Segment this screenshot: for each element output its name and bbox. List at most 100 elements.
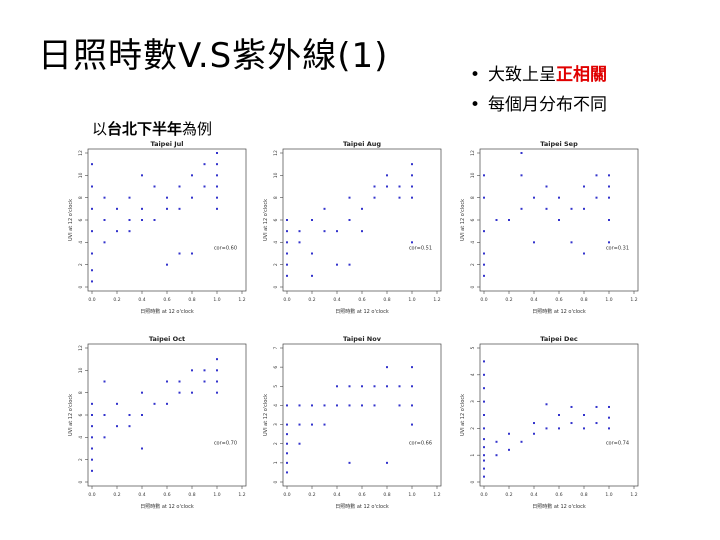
x-axis-label: 日照時數 at 12 o'clock [335,503,389,510]
data-point [166,207,168,210]
data-point [608,405,610,408]
data-point [483,230,485,233]
y-tick-label: 6 [78,218,84,221]
data-point [558,196,560,199]
data-point [608,241,610,244]
correlation-annotation: cor=0.60 [214,245,237,251]
data-point [570,422,573,425]
bullet-highlight: 正相關 [556,65,607,85]
y-tick-label: 12 [78,150,84,156]
scatter-chart: Taipei Jul 0.0 0.2 0.4 0.6 0.8 1.0 1.2 0 2 4 6 8 10 12… [68,140,247,315]
plot-frame [282,148,442,292]
data-point [386,185,388,188]
data-point [286,274,288,277]
x-tick-label: 0.8 [383,297,390,303]
y-tick-label: 0 [273,285,279,288]
data-point [141,174,143,177]
data-point [141,207,143,210]
data-point [608,174,610,177]
x-tick-label: 0.0 [480,492,487,498]
data-point [348,219,351,221]
x-tick-label: 0.6 [358,492,365,498]
data-point [191,369,193,372]
data-point [483,414,485,416]
data-point [311,404,313,407]
x-tick-label: 0.4 [333,297,340,303]
data-point [286,433,288,436]
data-point [166,380,168,383]
data-point [286,423,288,426]
x-tick-label: 0.4 [530,297,537,303]
data-point [141,391,143,394]
y-tick-label: 5 [470,346,476,349]
y-tick-label: 6 [273,218,279,221]
x-tick-label: 0.6 [163,492,170,498]
x-tick-label: 1.0 [408,297,415,303]
data-point [153,402,156,405]
y-tick-label: 10 [78,172,84,178]
chart-panel-aug: Taipei Aug 0.0 0.2 0.4 0.6 0.8 1.0 1.2 0 2 4 6 8 10 12… [255,135,450,330]
x-tick-label: 1.2 [238,492,245,498]
correlation-annotation: cor=0.70 [214,440,237,446]
x-tick-label: 0.2 [113,492,120,498]
y-tick-label: 4 [78,241,84,244]
data-point [545,403,548,406]
x-tick-label: 0.2 [505,492,512,498]
data-point [595,196,598,199]
data-point [91,269,93,272]
y-axis-label: UVI at 12 o'clock [263,394,269,436]
data-point [91,425,93,428]
data-point [608,219,610,221]
data-point [495,219,498,221]
subtitle-suffix: 為例 [182,120,213,138]
data-point [91,458,93,461]
data-point [298,241,301,244]
y-tick-label: 4 [273,404,279,407]
data-point [373,404,376,407]
data-point [336,385,338,388]
data-point [128,196,131,199]
y-tick-label: 8 [78,196,84,199]
data-point [153,219,156,221]
x-tick-label: 1.2 [630,297,637,303]
bullet-item: • 大致上呈正相關 [470,60,607,90]
x-tick-label: 1.2 [630,492,637,498]
data-point [298,442,301,445]
correlation-annotation: cor=0.66 [409,440,432,446]
data-point [483,360,485,363]
data-point [583,207,585,210]
data-point [483,446,485,449]
y-axis-label: UVI at 12 o'clock [460,394,466,436]
data-point [558,219,560,221]
x-axis-label: 日照時數 at 12 o'clock [335,308,389,315]
data-point [483,459,485,462]
data-point [128,219,131,221]
data-point [91,280,93,283]
data-point [286,230,288,233]
data-point [116,230,118,233]
bullet-text: 每個月分布不同 [488,95,607,115]
data-point [216,174,218,177]
data-point [483,196,485,199]
data-point [508,448,510,451]
data-point [411,404,413,407]
chart-title: Taipei Nov [343,335,382,343]
scatter-chart: Taipei Sep 0.0 0.2 0.4 0.6 0.8 1.0 1.2 0 2 4 6 8 10 12… [460,140,639,315]
scatter-chart: Taipei Dec 0.0 0.2 0.4 0.6 0.8 1.0 1.2 0 1 2 3 4 5 日照時… [460,335,639,510]
data-point [286,471,288,474]
data-point [520,440,523,443]
data-point [141,414,143,416]
data-point [595,405,598,408]
data-point [103,196,106,199]
data-point [495,454,498,457]
data-point [178,391,181,394]
data-point [203,163,206,166]
x-tick-label: 1.0 [213,297,220,303]
data-point [216,391,218,394]
y-tick-label: 4 [470,373,476,376]
data-point [191,252,193,255]
chart-title: Taipei Sep [540,140,578,148]
x-tick-label: 0.8 [188,297,195,303]
y-tick-label: 10 [78,367,84,373]
y-tick-label: 10 [273,172,279,178]
